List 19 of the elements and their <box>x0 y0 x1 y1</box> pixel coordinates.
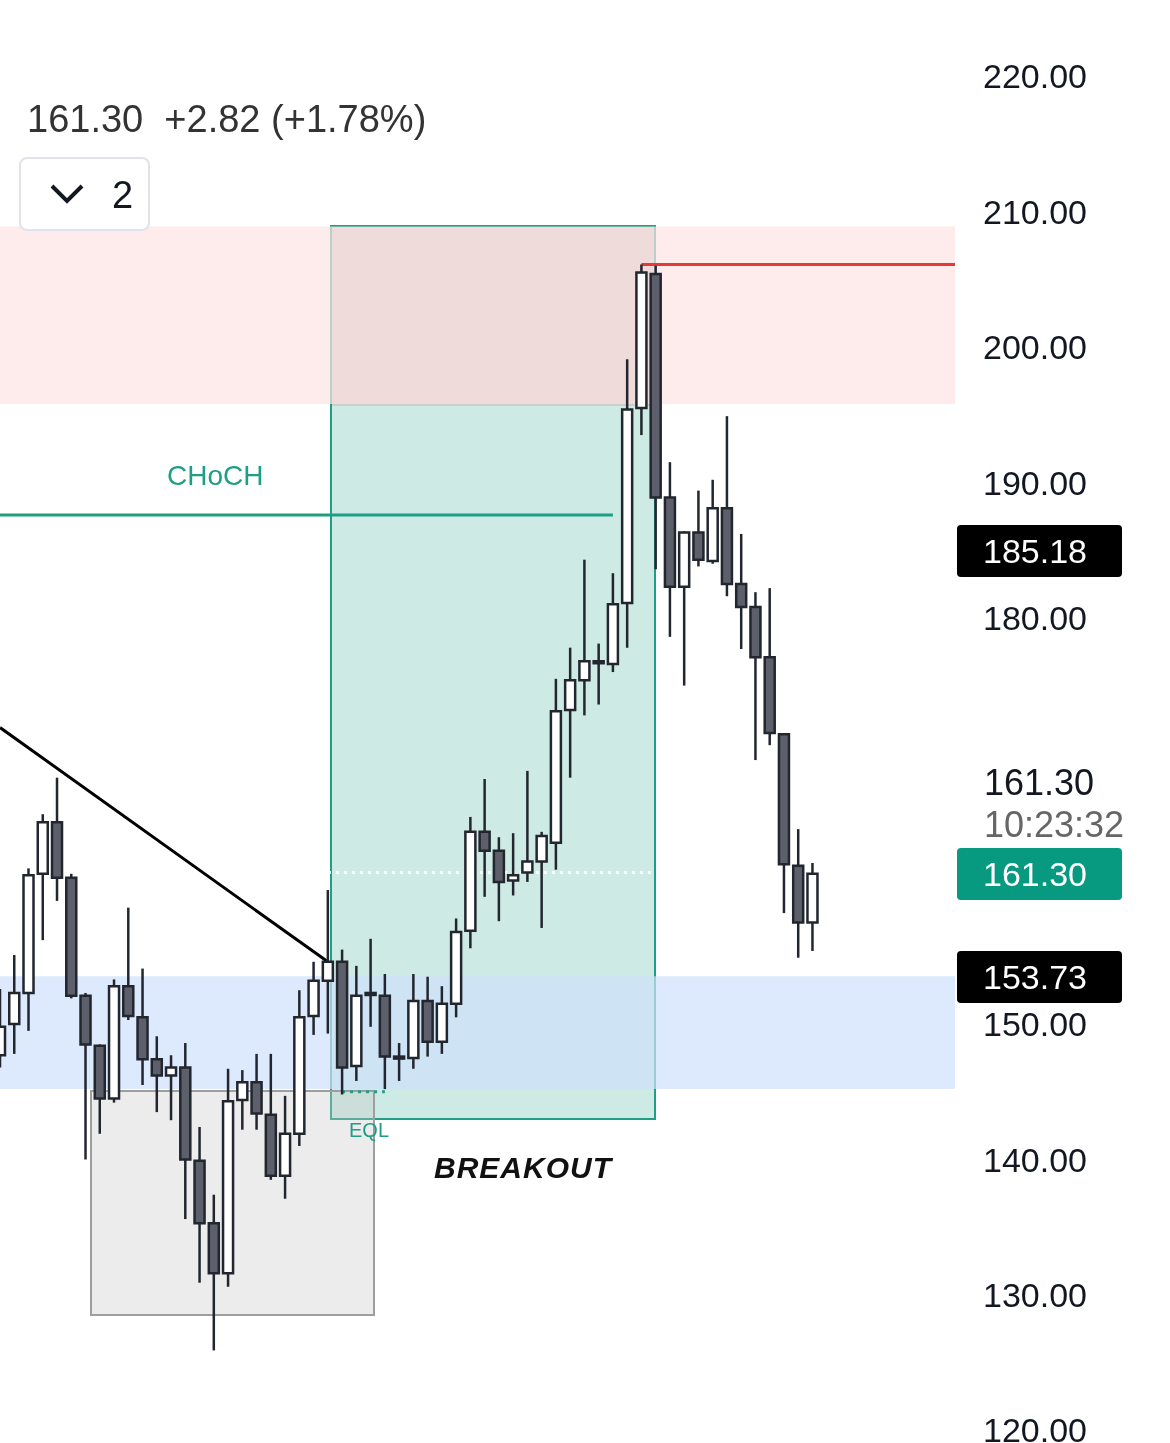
text: 10:23:32 <box>984 804 1125 846</box>
y-tick-label: 130.00 <box>983 1275 1087 1314</box>
annotation: BREAKOUT <box>434 1151 612 1185</box>
text: 153.73 <box>957 951 1122 1003</box>
y-tick-label: 210.00 <box>983 192 1087 231</box>
y-tick-label: 140.00 <box>983 1140 1087 1179</box>
text: 161.30 <box>984 762 1095 803</box>
annotation: CHoCH <box>167 460 264 492</box>
y-tick-label: 200.00 <box>983 328 1087 367</box>
annotation: EQL <box>349 1119 390 1142</box>
y-tick-label: 120.00 <box>983 1411 1087 1443</box>
text: 161.30 +2.82 (+1.78%) <box>27 98 427 141</box>
y-tick-label: 180.00 <box>983 598 1087 637</box>
text: 185.18 <box>957 525 1122 577</box>
y-tick-label: 190.00 <box>983 463 1087 502</box>
text: 161.30 <box>957 848 1122 900</box>
annotation: 2 <box>112 174 134 217</box>
y-tick-label: 220.00 <box>983 57 1087 96</box>
y-tick-label: 150.00 <box>983 1005 1087 1044</box>
